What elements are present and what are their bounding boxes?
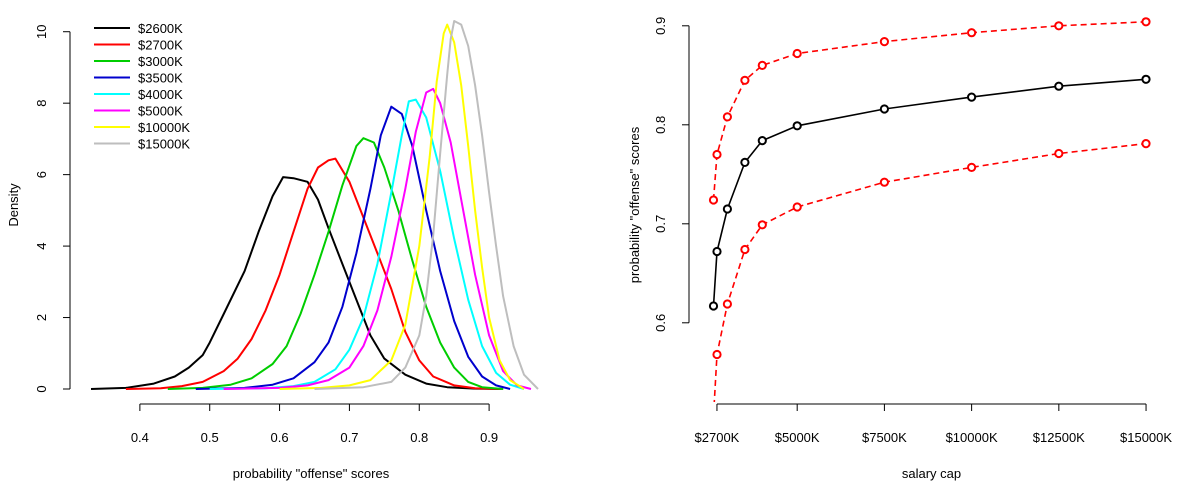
left-x-tick-label: 0.9 [480,430,498,445]
right-x-tick-label: $10000K [946,430,998,445]
point-estimate [722,204,733,214]
right-x-tick-label: $15000K [1120,430,1172,445]
left-y-tick-label: 2 [34,314,49,321]
series-line-upper [712,21,1147,201]
point-lower [712,349,722,360]
point-upper [792,48,802,59]
point-upper [1054,21,1064,31]
left-y-tick-label: 4 [34,242,49,249]
right-y-tick-label: 0.7 [653,215,668,233]
point-lower [1141,139,1151,149]
right-y-axis-label: probability "offense" scores [627,126,642,283]
density-curve-2 [167,137,504,390]
right-x-axis-label: salary cap [902,466,961,481]
density-curve-6 [279,23,525,390]
legend-label-7: $15000K [138,137,190,152]
density-curve-0 [90,176,504,390]
point-lower [792,202,802,212]
left-x-tick-label: 0.8 [410,430,428,445]
point-lower [879,177,890,187]
series-line-lower [713,142,1147,402]
right-x-tick-label: $5000K [775,430,820,445]
left-y-tick-label: 10 [34,24,49,38]
point-upper [712,149,722,160]
point-estimate [757,136,767,146]
point-estimate [967,92,977,102]
density-curve-5 [223,87,532,390]
point-upper [757,60,767,71]
left-x-tick-label: 0.6 [271,430,289,445]
series-line-estimate [712,78,1147,307]
density-curve-1 [125,157,504,390]
right-y-tick-label: 0.6 [653,314,668,332]
density-curve-3 [195,105,511,390]
point-upper [879,37,890,47]
legend-label-1: $2700K [138,38,183,53]
point-lower [967,162,977,172]
legend-label-6: $10000K [138,120,190,135]
point-lower [740,244,750,255]
point-upper [967,28,977,38]
point-upper [708,195,719,205]
left-y-tick-label: 6 [34,171,49,178]
point-estimate [1141,74,1151,84]
point-estimate [712,246,722,257]
right-x-tick-label: $7500K [862,430,907,445]
density-curve-7 [314,20,539,390]
point-estimate [879,104,890,114]
point-upper [1141,17,1151,27]
left-x-axis-label: probability "offense" scores [233,466,390,481]
legend-label-5: $5000K [138,104,183,119]
right-y-tick-label: 0.9 [653,17,668,35]
point-upper [722,112,733,122]
point-estimate [1054,81,1064,91]
left-x-tick-label: 0.7 [340,430,358,445]
left-x-tick-label: 0.4 [131,430,149,445]
right-x-tick-label: $12500K [1033,430,1085,445]
legend-label-2: $3000K [138,54,183,69]
left-y-tick-label: 0 [34,385,49,392]
left-x-tick-label: 0.5 [201,430,219,445]
right-x-tick-label: $2700K [695,430,740,445]
point-estimate [708,301,719,311]
point-lower [722,299,733,309]
left-y-tick-label: 8 [34,100,49,107]
density-curve-4 [209,98,525,390]
point-upper [740,75,750,85]
point-lower [1054,148,1064,159]
right-y-tick-label: 0.8 [653,116,668,134]
legend-label-3: $3500K [138,71,183,86]
left-y-axis-label: Density [6,183,21,227]
point-estimate [740,157,750,167]
legend-label-0: $2600K [138,21,183,36]
point-lower [757,220,767,230]
point-estimate [792,121,802,131]
legend-label-4: $4000K [138,87,183,102]
